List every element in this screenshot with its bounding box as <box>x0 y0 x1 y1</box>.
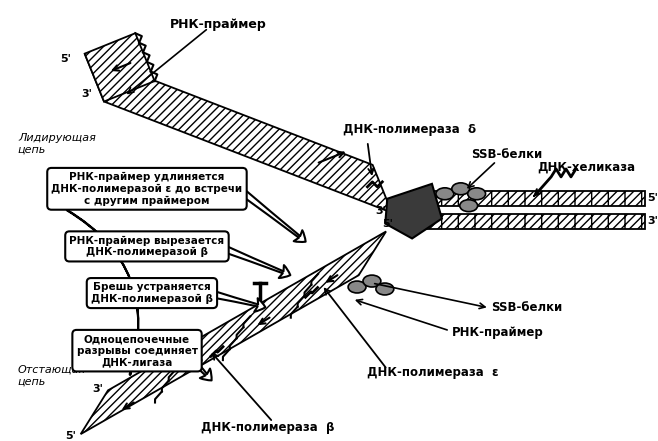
Text: 3': 3' <box>647 216 658 226</box>
Text: РНК-праймер: РНК-праймер <box>170 18 267 31</box>
Ellipse shape <box>460 200 478 212</box>
Ellipse shape <box>436 188 454 200</box>
Text: 3': 3' <box>81 89 92 99</box>
Ellipse shape <box>468 188 486 200</box>
Text: SSB-белки: SSB-белки <box>492 302 563 314</box>
Text: 5': 5' <box>647 193 658 203</box>
Polygon shape <box>386 184 442 239</box>
Text: Одноцепочечные
разрывы соединяет
ДНК-лигаза: Одноцепочечные разрывы соединяет ДНК-лиг… <box>76 334 197 367</box>
FancyArrowPatch shape <box>67 210 138 375</box>
Polygon shape <box>85 54 392 213</box>
Text: Брешь устраняется
ДНК-полимеразой β: Брешь устраняется ДНК-полимеразой β <box>91 282 213 304</box>
Polygon shape <box>85 33 155 101</box>
Text: Отстающая
цепь: Отстающая цепь <box>18 365 86 386</box>
Polygon shape <box>81 232 386 434</box>
Text: РНК-праймер: РНК-праймер <box>452 326 544 339</box>
Polygon shape <box>417 213 645 228</box>
Ellipse shape <box>376 283 393 295</box>
Text: 5': 5' <box>65 431 76 441</box>
Text: 3': 3' <box>92 384 103 394</box>
Text: 5': 5' <box>382 219 393 228</box>
Text: ДНК-хеликаза: ДНК-хеликаза <box>538 161 636 173</box>
Text: ДНК-полимераза  β: ДНК-полимераза β <box>201 421 335 434</box>
Text: 3': 3' <box>375 206 386 216</box>
Text: РНК-праймер удлиняется
ДНК-полимеразой ε до встречи
с другим праймером: РНК-праймер удлиняется ДНК-полимеразой ε… <box>51 172 243 206</box>
Text: SSB-белки: SSB-белки <box>471 148 542 161</box>
Ellipse shape <box>363 275 381 287</box>
Text: Лидирующая
цепь: Лидирующая цепь <box>18 133 96 155</box>
Ellipse shape <box>348 281 366 293</box>
Text: ДНК-полимераза  ε: ДНК-полимераза ε <box>367 366 499 379</box>
Text: РНК-праймер вырезается
ДНК-полимеразой β: РНК-праймер вырезается ДНК-полимеразой β <box>69 235 224 257</box>
Text: 5': 5' <box>60 54 71 64</box>
Ellipse shape <box>452 183 470 195</box>
Text: ДНК-полимераза  δ: ДНК-полимераза δ <box>343 123 476 136</box>
Polygon shape <box>417 191 645 206</box>
